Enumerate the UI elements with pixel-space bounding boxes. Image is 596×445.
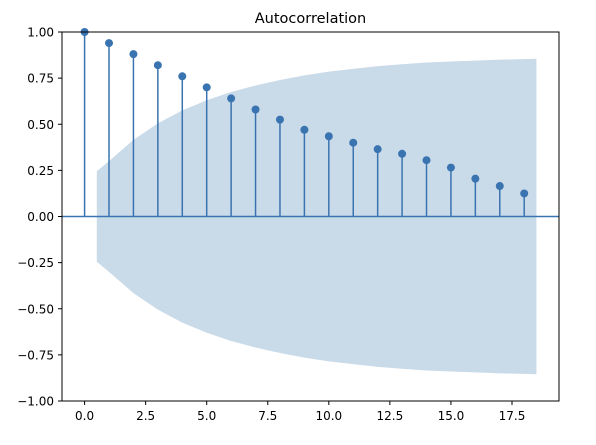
- acf-marker-13: [398, 149, 407, 158]
- y-tick-label: 0.25: [27, 164, 54, 178]
- x-axis-ticks: 0.0 2.5 5.0 7.5 10.0 12.5 15.0 17.5: [75, 401, 525, 423]
- chart-title: Autocorrelation: [255, 11, 366, 27]
- y-tick-label: 0.50: [27, 118, 54, 132]
- acf-marker-8: [275, 115, 284, 124]
- acf-marker-7: [251, 105, 260, 114]
- y-tick-label: −1.00: [17, 395, 54, 409]
- acf-marker-4: [178, 72, 187, 81]
- x-tick-label: 2.5: [136, 409, 155, 423]
- x-tick-label: 15.0: [438, 409, 465, 423]
- y-tick-label: −0.50: [17, 302, 54, 316]
- acf-marker-3: [153, 61, 162, 70]
- acf-marker-11: [349, 138, 358, 147]
- acf-marker-2: [129, 50, 138, 59]
- acf-marker-12: [373, 145, 382, 154]
- x-tick-label: 5.0: [197, 409, 216, 423]
- x-tick-label: 17.5: [499, 409, 526, 423]
- acf-marker-5: [202, 83, 211, 92]
- acf-marker-9: [300, 125, 309, 134]
- acf-marker-6: [227, 94, 236, 103]
- stem-layer: [83, 32, 525, 217]
- acf-marker-10: [324, 132, 333, 141]
- acf-marker-18: [520, 189, 529, 198]
- x-tick-label: 7.5: [258, 409, 277, 423]
- acf-marker-17: [495, 182, 504, 191]
- x-tick-label: 0.0: [75, 409, 94, 423]
- y-tick-label: 1.00: [27, 26, 54, 40]
- acf-marker-16: [471, 174, 480, 183]
- marker-layer: [80, 28, 529, 198]
- y-tick-label: 0.75: [27, 72, 54, 86]
- x-tick-label: 12.5: [377, 409, 404, 423]
- y-tick-label: 0.00: [27, 210, 54, 224]
- acf-marker-1: [105, 39, 114, 48]
- y-tick-label: −0.25: [17, 256, 54, 270]
- y-axis-ticks: −1.00 −0.75 −0.50 −0.25 0.00 0.25 0.50 0.75 1.00: [17, 26, 62, 409]
- acf-marker-14: [422, 156, 431, 165]
- acf-marker-15: [446, 163, 455, 172]
- y-tick-label: −0.75: [17, 348, 54, 362]
- x-tick-label: 10.0: [315, 409, 342, 423]
